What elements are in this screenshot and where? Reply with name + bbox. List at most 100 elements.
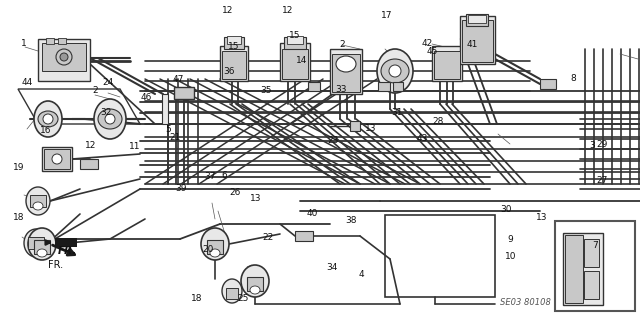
Ellipse shape (250, 286, 260, 294)
Text: 16: 16 (40, 126, 52, 135)
Text: 27: 27 (596, 176, 607, 185)
Text: 12: 12 (221, 6, 233, 15)
Bar (280, 43, 310, 81)
Ellipse shape (389, 65, 401, 77)
Text: 42: 42 (422, 39, 433, 48)
Bar (58, 38, 66, 44)
Text: 40: 40 (307, 209, 318, 218)
Bar (162, 94, 168, 124)
Text: 33: 33 (335, 85, 347, 94)
Text: 28: 28 (433, 117, 444, 126)
Text: FR.: FR. (48, 260, 63, 271)
Text: 13: 13 (365, 124, 377, 133)
Ellipse shape (381, 59, 409, 83)
Bar (565, 235, 583, 303)
Bar (563, 233, 603, 305)
Text: 13: 13 (536, 213, 548, 222)
Bar (295, 231, 313, 241)
Bar (282, 49, 308, 79)
Bar (468, 15, 486, 23)
Bar (584, 239, 599, 267)
Ellipse shape (33, 202, 43, 210)
Ellipse shape (37, 249, 47, 257)
Ellipse shape (336, 56, 356, 72)
Text: 35: 35 (260, 86, 271, 95)
Bar (220, 46, 248, 81)
Bar (247, 277, 263, 291)
Text: 12: 12 (282, 6, 294, 15)
Text: 10: 10 (505, 252, 516, 261)
Text: FR.: FR. (58, 246, 77, 256)
Text: 15: 15 (289, 31, 300, 40)
Text: 6: 6 (221, 171, 227, 180)
Text: 38: 38 (345, 216, 356, 225)
Text: 4: 4 (359, 271, 364, 279)
Text: 19: 19 (13, 163, 25, 172)
Text: 37: 37 (204, 172, 216, 181)
Text: 44: 44 (21, 78, 33, 87)
Bar (432, 46, 462, 81)
Text: 34: 34 (326, 263, 337, 272)
Text: 47: 47 (172, 75, 184, 84)
Bar (38, 39, 90, 81)
Ellipse shape (94, 99, 126, 139)
Bar (46, 38, 54, 44)
Bar (385, 215, 495, 297)
Text: 45: 45 (426, 47, 438, 56)
Ellipse shape (105, 114, 115, 124)
Bar (30, 195, 46, 207)
Bar (284, 37, 306, 49)
Bar (350, 121, 360, 131)
Text: 2: 2 (340, 40, 345, 49)
Bar (34, 240, 50, 254)
Text: 41: 41 (467, 40, 478, 48)
Bar (42, 147, 72, 171)
Circle shape (60, 53, 68, 61)
Circle shape (56, 49, 72, 65)
Text: 36: 36 (223, 67, 235, 76)
Text: 13: 13 (250, 194, 262, 203)
Bar (287, 36, 303, 44)
Bar (222, 51, 246, 79)
Text: 21: 21 (169, 133, 180, 142)
Ellipse shape (241, 265, 269, 297)
Bar (434, 51, 460, 79)
Text: 14: 14 (296, 56, 308, 65)
Bar (330, 49, 362, 94)
Text: 31: 31 (391, 108, 403, 117)
Bar (42, 43, 86, 71)
Text: 9: 9 (508, 235, 513, 244)
Bar (55, 238, 77, 247)
Text: SE03 80108: SE03 80108 (500, 298, 551, 307)
Ellipse shape (210, 249, 220, 257)
Bar (393, 82, 403, 91)
Bar (227, 36, 241, 44)
Ellipse shape (201, 228, 229, 260)
Bar (584, 271, 599, 299)
Bar (207, 240, 223, 254)
Text: 15: 15 (228, 42, 239, 51)
Text: 3: 3 (590, 141, 595, 150)
Text: 11: 11 (129, 142, 140, 151)
Bar (466, 14, 488, 26)
Bar (378, 82, 390, 91)
Text: 46: 46 (140, 93, 152, 102)
Ellipse shape (222, 279, 242, 303)
Text: 43: 43 (417, 134, 428, 143)
Text: 25: 25 (237, 294, 249, 303)
Text: 2: 2 (92, 86, 97, 95)
Ellipse shape (38, 111, 58, 127)
Ellipse shape (98, 109, 122, 129)
Bar (540, 79, 556, 89)
Text: 30: 30 (500, 205, 511, 214)
Bar (174, 87, 194, 99)
Text: 29: 29 (596, 140, 607, 149)
Text: 18: 18 (13, 213, 25, 222)
Bar (80, 159, 98, 169)
Text: 20: 20 (202, 245, 214, 254)
Text: 5: 5 (166, 125, 171, 134)
Text: 24: 24 (102, 78, 113, 87)
Bar (28, 237, 44, 249)
Ellipse shape (26, 187, 50, 215)
Ellipse shape (28, 228, 56, 260)
